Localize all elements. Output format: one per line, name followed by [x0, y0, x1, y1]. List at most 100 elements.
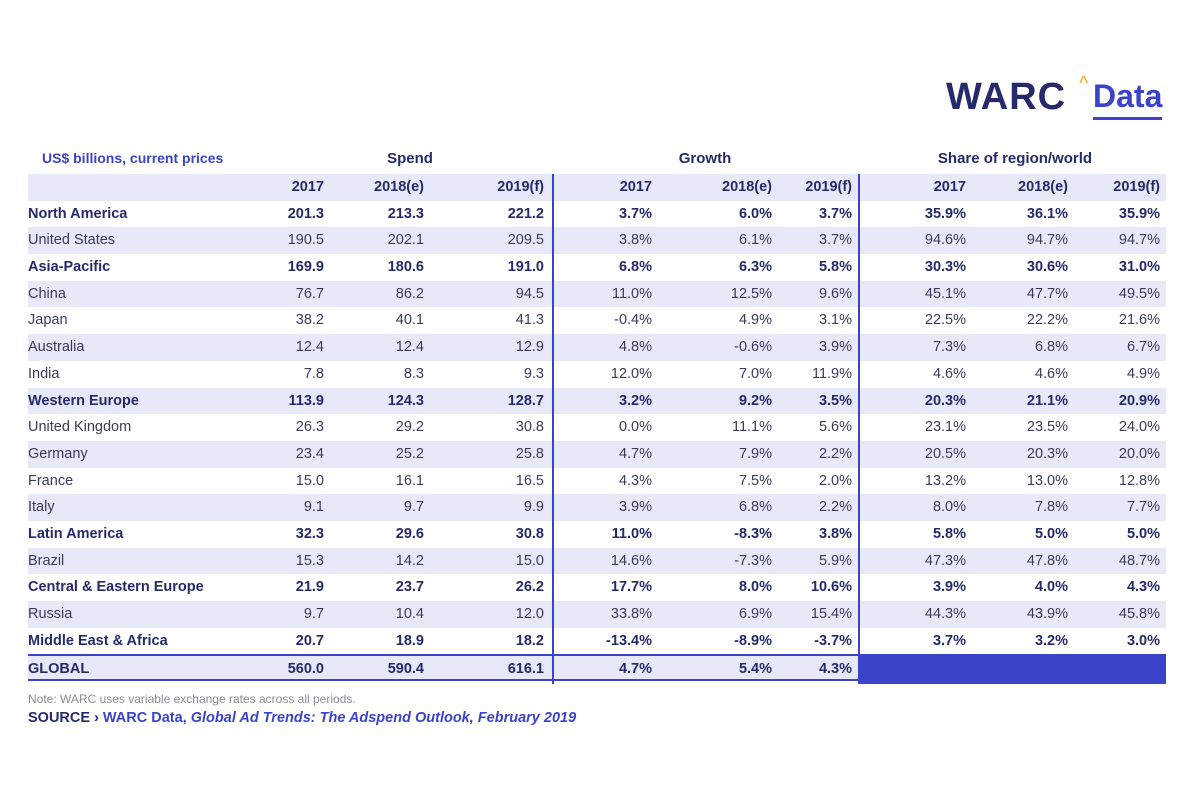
- growth-value: 11.9%: [811, 365, 852, 382]
- spend-value: 16.5: [515, 472, 544, 489]
- year-header-spend-2: 2019(f): [497, 179, 544, 195]
- region-row: Middle East & Africa 20.7 18.9 18.2 -13.4% -8…: [28, 628, 1166, 655]
- spend-value: 9.9: [523, 499, 544, 516]
- spend-value: 25.2: [395, 445, 424, 462]
- spend-value: 9.1: [303, 499, 324, 516]
- country-row: Australia 12.4 12.4 12.9 4.8% -0.6% 3.9% 7.3% 6.…: [28, 334, 1166, 361]
- spend-value: 128.7: [507, 392, 544, 409]
- share-value: 8.0%: [932, 499, 966, 516]
- share-value: 47.8%: [1026, 552, 1068, 569]
- growth-value: 6.8%: [738, 499, 772, 516]
- share-value: 20.3%: [1026, 445, 1068, 462]
- year-header-spend-0: 2017: [291, 179, 324, 195]
- share-value: 35.9%: [1118, 205, 1160, 222]
- share-value: 13.0%: [1026, 472, 1068, 489]
- year-header-growth-0: 2017: [619, 179, 652, 195]
- growth-value: -8.3%: [734, 525, 772, 542]
- growth-value: -0.4%: [614, 312, 652, 329]
- growth-value: 7.0%: [738, 365, 772, 382]
- growth-value: 7.9%: [738, 445, 772, 462]
- year-header-row: 2017 2018(e) 2019(f) 2017 2018(e) 2019(f) 2017…: [28, 174, 1166, 201]
- growth-value: 8.0%: [738, 579, 772, 596]
- spend-value: 221.2: [507, 205, 544, 222]
- spend-value: 23.4: [295, 445, 324, 462]
- growth-value: 6.1%: [738, 232, 772, 249]
- spend-value: 76.7: [295, 285, 324, 302]
- spend-value: 26.2: [515, 579, 544, 596]
- share-value: 31.0%: [1118, 259, 1160, 276]
- spend-value: 202.1: [387, 232, 424, 249]
- spend-value: 7.8: [303, 365, 324, 382]
- growth-value: -0.6%: [734, 339, 772, 356]
- growth-value: 9.2%: [738, 392, 772, 409]
- spend-value: 23.7: [395, 579, 424, 596]
- year-header-share-2: 2019(f): [1113, 179, 1160, 195]
- source-link[interactable]: WARC Data,: [102, 710, 191, 726]
- spend-value: 32.3: [295, 525, 324, 542]
- row-label: Italy: [28, 499, 55, 516]
- divider-growth-share: [858, 174, 860, 684]
- growth-value: -8.9%: [734, 632, 772, 649]
- spend-value: 10.4: [395, 606, 424, 622]
- spend-value: 18.9: [395, 632, 424, 649]
- spend-value: 12.9: [515, 339, 544, 356]
- growth-value: 3.1%: [818, 312, 852, 329]
- region-row: Asia-Pacific 169.9 180.6 191.0 6.8% 6.3% 5.8% 3…: [28, 254, 1166, 281]
- spend-value: 30.8: [515, 525, 544, 542]
- spend-value: 201.3: [287, 205, 324, 222]
- spend-value: 12.4: [395, 339, 424, 356]
- share-value: 4.6%: [932, 365, 966, 382]
- growth-value: 12.0%: [610, 365, 652, 382]
- growth-value: 5.8%: [818, 259, 852, 276]
- spend-value: 26.3: [295, 419, 324, 436]
- row-label: United States: [28, 232, 116, 249]
- spend-value: 213.3: [387, 205, 424, 222]
- spend-value: 29.6: [395, 525, 424, 542]
- growth-value: 4.8%: [618, 339, 652, 356]
- share-value: 4.6%: [1034, 365, 1068, 382]
- growth-value: 0.0%: [618, 419, 652, 436]
- country-row: United Kingdom 26.3 29.2 30.8 0.0% 11.1% 5.6% 2…: [28, 414, 1166, 441]
- spend-value: 9.7: [403, 499, 424, 516]
- share-value: 20.9%: [1118, 392, 1160, 409]
- row-label: Brazil: [28, 552, 65, 569]
- global-spend-value: 560.0: [287, 661, 324, 678]
- global-growth-value: 4.7%: [618, 661, 652, 678]
- growth-value: 5.6%: [818, 419, 852, 436]
- share-value: 3.2%: [1034, 632, 1068, 649]
- country-row: United States 190.5 202.1 209.5 3.8% 6.1% 3.7%…: [28, 227, 1166, 255]
- share-value: 4.0%: [1034, 579, 1068, 596]
- country-row: Italy 9.1 9.7 9.9 3.9% 6.8% 2.2% 8.0% 7.8% 7.7%: [28, 494, 1166, 521]
- share-value: 3.7%: [932, 632, 966, 649]
- group-label-share: Share of region/world: [937, 150, 1093, 167]
- spend-value: 9.7: [303, 606, 324, 622]
- spend-value: 30.8: [515, 419, 544, 436]
- global-row: GLOBAL 560.0 590.4 616.1 4.7% 5.4% 4.3%: [28, 654, 1166, 685]
- country-row: Japan 38.2 40.1 41.3 -0.4% 4.9% 3.1% 22.5% 22.2%…: [28, 307, 1166, 334]
- share-value: 43.9%: [1026, 606, 1068, 622]
- share-value: 35.9%: [924, 205, 966, 222]
- share-value: 13.2%: [924, 472, 966, 489]
- adspend-table: 2017 2018(e) 2019(f) 2017 2018(e) 2019(f) 2017…: [28, 174, 1166, 685]
- group-label-spend: Spend: [387, 150, 433, 167]
- share-value: 21.6%: [1118, 312, 1160, 329]
- share-value: 36.1%: [1026, 205, 1068, 222]
- spend-value: 94.5: [515, 285, 544, 302]
- row-label: Asia-Pacific: [28, 259, 111, 276]
- spend-value: 169.9: [287, 259, 324, 276]
- country-row: Brazil 15.3 14.2 15.0 14.6% -7.3% 5.9% 47.3% 47.…: [28, 547, 1166, 575]
- share-value: 4.3%: [1126, 579, 1160, 596]
- spend-value: 15.0: [515, 552, 544, 569]
- row-label: Latin America: [28, 525, 124, 542]
- divider-spend-growth: [552, 174, 554, 684]
- growth-value: 3.8%: [618, 232, 652, 249]
- row-label: North America: [28, 205, 128, 222]
- spend-value: 25.8: [515, 445, 544, 462]
- growth-value: 4.9%: [738, 312, 772, 329]
- growth-value: 15.4%: [810, 606, 852, 622]
- spend-value: 38.2: [295, 312, 324, 329]
- share-value: 22.2%: [1026, 312, 1068, 329]
- share-value: 22.5%: [924, 312, 966, 329]
- growth-value: 3.2%: [618, 392, 652, 409]
- global-growth-value: 5.4%: [738, 661, 772, 678]
